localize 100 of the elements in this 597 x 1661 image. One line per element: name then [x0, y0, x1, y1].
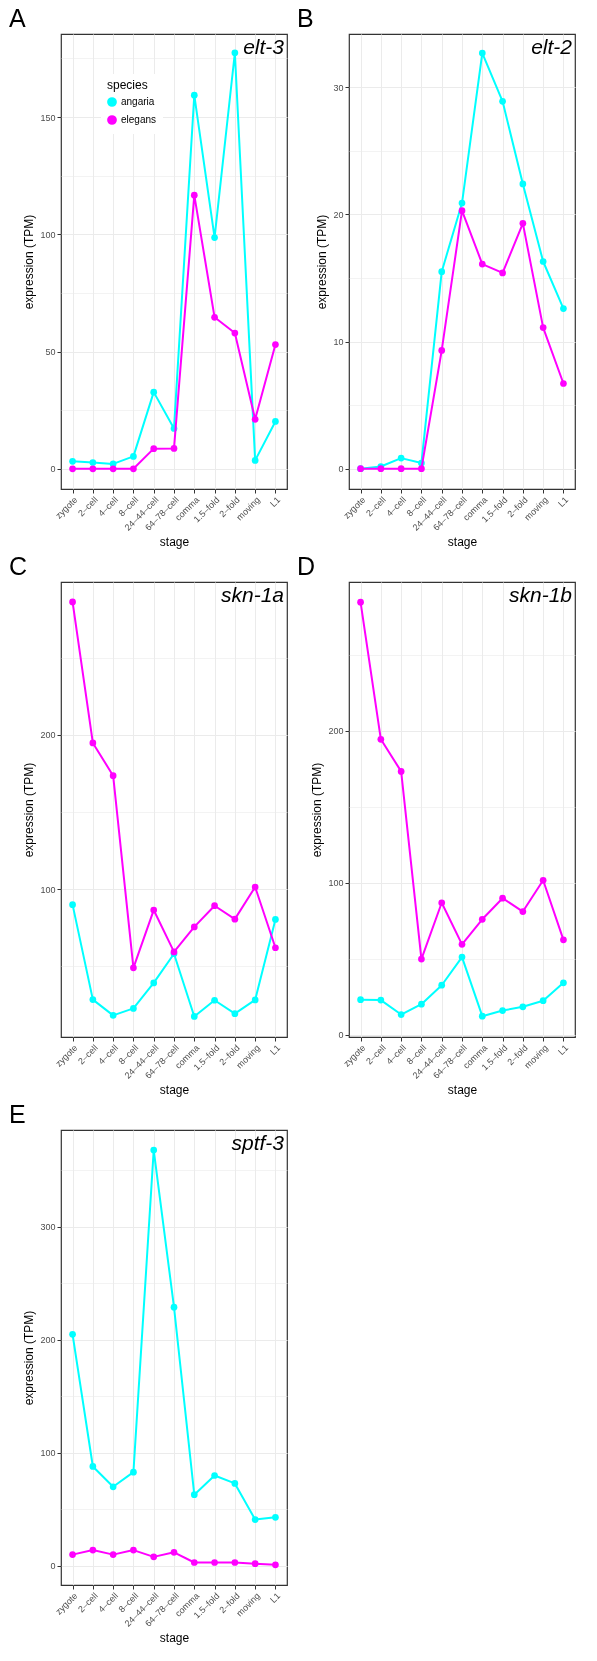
legend-title: species [107, 78, 148, 92]
point [231, 1480, 239, 1487]
point [130, 453, 137, 460]
point [438, 899, 446, 907]
point [150, 906, 158, 914]
y-tick-label: 20 [333, 209, 344, 220]
point [69, 1330, 76, 1338]
point [397, 465, 405, 473]
point [130, 1546, 137, 1554]
y-tick-label: 50 [45, 347, 56, 358]
x-tick-label: L1 [268, 1042, 283, 1057]
annotation: skn-1b [508, 583, 573, 606]
point [397, 768, 405, 775]
x-tick-label: L1 [268, 1590, 283, 1605]
y-tick-label: 200 [40, 1335, 56, 1346]
x-axis-title: stage [159, 534, 190, 549]
point [499, 894, 506, 902]
point [109, 772, 117, 780]
y-tick-label: 0 [50, 464, 56, 475]
point [211, 313, 218, 321]
point [109, 1012, 117, 1019]
point [109, 1483, 117, 1491]
point [211, 234, 218, 241]
point [272, 944, 279, 952]
point [130, 465, 137, 473]
point [499, 1007, 506, 1014]
point [357, 996, 364, 1003]
point [130, 1005, 137, 1012]
point [170, 1303, 178, 1311]
point [231, 1010, 239, 1018]
y-tick-label: 150 [40, 112, 56, 123]
point [438, 347, 446, 354]
point [251, 1516, 259, 1523]
y-tick-label: 100 [40, 1448, 56, 1459]
point [478, 1012, 486, 1020]
point [89, 1546, 97, 1554]
point [150, 388, 158, 396]
point [418, 1000, 425, 1008]
point [109, 465, 117, 473]
y-axis-title: expression (TPM) [315, 214, 330, 310]
point [499, 269, 506, 277]
point [231, 329, 239, 337]
point [560, 936, 567, 944]
point [89, 459, 97, 466]
point [231, 49, 239, 57]
point [251, 996, 259, 1004]
point [251, 1560, 259, 1567]
point [150, 979, 158, 987]
x-axis-title: stage [447, 1082, 478, 1097]
point [560, 979, 567, 987]
point [211, 1472, 218, 1479]
point [560, 380, 567, 387]
point [499, 98, 506, 105]
point [272, 1561, 279, 1569]
x-axis-title: stage [159, 1082, 190, 1097]
point [89, 1463, 97, 1470]
point [251, 416, 259, 423]
point [397, 454, 405, 462]
point [170, 1549, 178, 1556]
y-tick-label: 100 [40, 229, 56, 240]
y-tick-label: 0 [338, 1030, 344, 1041]
point [69, 465, 76, 473]
y-tick-label: 100 [328, 878, 344, 889]
point [458, 953, 466, 961]
point [478, 260, 486, 268]
y-tick-label: 100 [40, 884, 56, 895]
point [69, 1551, 76, 1558]
chart-title: D [297, 552, 316, 580]
point [190, 91, 198, 99]
y-axis-title: expression (TPM) [310, 762, 325, 858]
point [519, 1003, 527, 1011]
point [539, 997, 547, 1005]
point [190, 191, 198, 199]
point [478, 49, 486, 57]
point [231, 1559, 239, 1566]
point [130, 964, 137, 972]
point [458, 207, 466, 215]
point [438, 268, 446, 276]
point [211, 1559, 218, 1566]
y-tick-label: 10 [333, 337, 344, 348]
point [69, 457, 76, 465]
point [272, 341, 279, 348]
point [560, 305, 567, 312]
annotation: elt-3 [243, 35, 285, 58]
chart-title: C [9, 552, 28, 580]
y-axis-title: expression (TPM) [22, 214, 37, 310]
point [109, 1551, 117, 1558]
point [150, 1146, 158, 1154]
y-tick-label: 200 [40, 730, 56, 741]
point [458, 941, 466, 948]
y-axis-title: expression (TPM) [22, 762, 37, 858]
legend-label: elegans [121, 114, 157, 125]
point [357, 598, 364, 606]
point [478, 915, 486, 923]
legend-label: angaria [121, 96, 155, 107]
x-tick-label: L1 [268, 494, 283, 509]
point [190, 1559, 198, 1566]
point [130, 1468, 137, 1476]
point [272, 916, 279, 923]
point [150, 1553, 158, 1561]
